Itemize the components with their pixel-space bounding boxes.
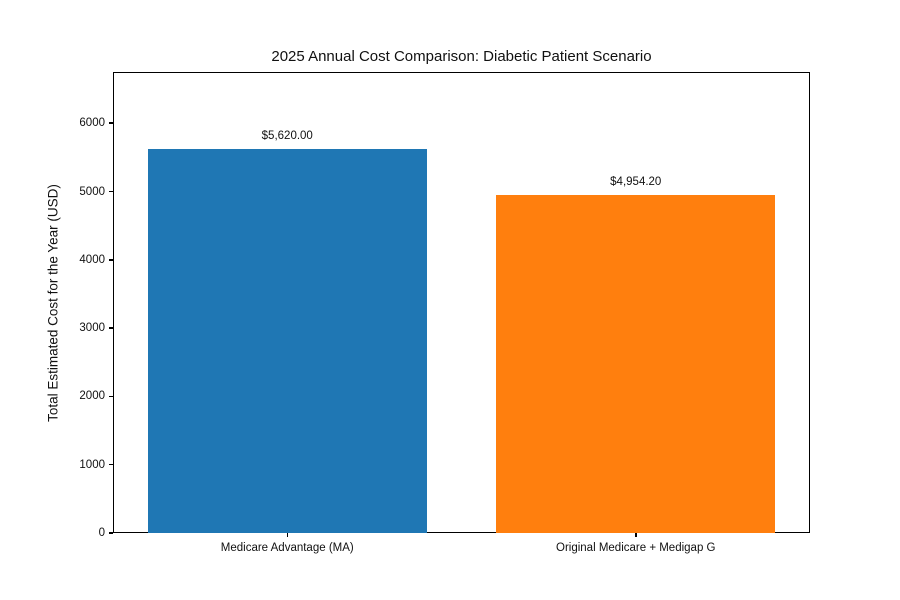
y-tick-mark xyxy=(109,190,113,193)
y-tick-label: 1000 xyxy=(79,458,105,471)
y-tick-mark xyxy=(109,259,113,261)
y-tick-mark xyxy=(109,327,113,329)
y-tick-label: 2000 xyxy=(79,390,105,403)
bar xyxy=(147,149,427,533)
y-tick-mark xyxy=(109,122,113,124)
bar xyxy=(496,194,776,533)
x-tick-label: Original Medicare + Medigap G xyxy=(556,542,716,554)
y-tick-mark xyxy=(109,463,113,466)
y-tick-label: 5000 xyxy=(79,185,105,198)
y-tick-label: 4000 xyxy=(79,253,105,266)
y-tick-mark xyxy=(109,532,113,534)
y-tick-label: 0 xyxy=(98,527,105,539)
bar-value-label: $5,620.00 xyxy=(261,130,313,143)
x-tick-mark xyxy=(286,533,288,537)
y-tick-label: 3000 xyxy=(79,322,105,335)
x-tick-label: Medicare Advantage (MA) xyxy=(220,542,354,554)
bar-value-label: $4,954.20 xyxy=(610,175,662,188)
y-axis-label: Total Estimated Cost for the Year (USD) xyxy=(45,184,61,422)
chart-title: 2025 Annual Cost Comparison: Diabetic Pa… xyxy=(271,48,652,65)
y-tick-label: 6000 xyxy=(79,117,105,130)
y-tick-mark xyxy=(109,395,113,398)
x-tick-mark xyxy=(635,533,637,537)
